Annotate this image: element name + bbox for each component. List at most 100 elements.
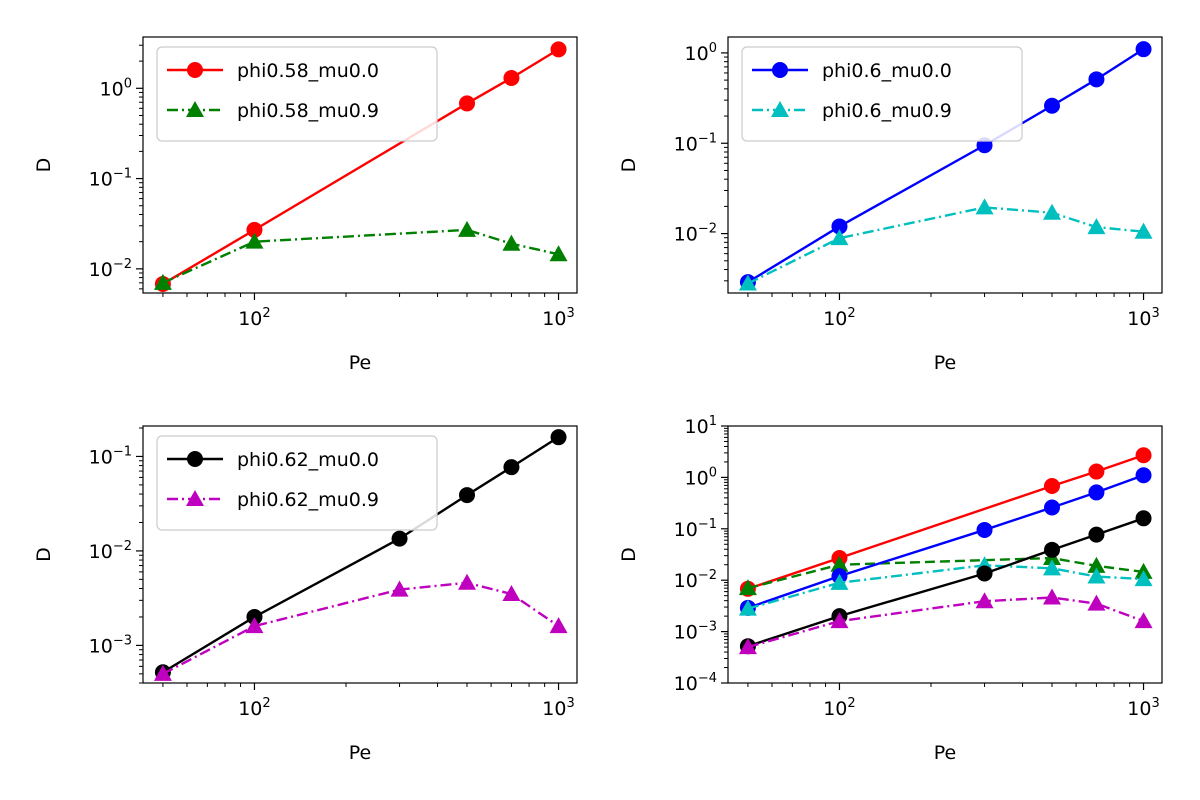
y-tick-label: 10−3 — [674, 620, 717, 644]
data-point — [1044, 499, 1061, 516]
y-tick-label: 10−3 — [89, 633, 132, 657]
legend: phi0.62_mu0.0 phi0.62_mu0.9 — [156, 435, 438, 531]
data-point — [1088, 484, 1105, 501]
data-point — [1044, 97, 1061, 114]
series-2 — [738, 198, 1153, 291]
series-4 — [738, 556, 1153, 616]
data-point — [390, 580, 409, 597]
legend-box — [741, 46, 1023, 142]
x-tick-label: 102 — [823, 306, 855, 330]
data-point — [975, 592, 994, 609]
x-minor-ticks — [139, 427, 546, 687]
legend: phi0.58_mu0.0 phi0.58_mu0.9 — [156, 46, 438, 142]
data-point — [550, 429, 567, 446]
legend-label: phi0.62_mu0.9 — [237, 489, 379, 511]
data-point — [830, 612, 849, 629]
series-6 — [738, 588, 1153, 655]
x-minor-ticks — [724, 56, 1131, 297]
data-point — [1087, 594, 1106, 611]
legend-entry: phi0.6_mu0.9 — [752, 100, 952, 122]
y-tick-label: 10−4 — [674, 671, 717, 695]
data-point — [153, 273, 172, 290]
y-axis-label: D — [618, 158, 640, 173]
data-point — [153, 664, 172, 681]
data-point — [391, 530, 408, 547]
x-axis-label: Pe — [934, 352, 956, 374]
data-point — [738, 638, 757, 655]
axes-frame — [727, 425, 1163, 684]
legend-marker — [771, 101, 789, 118]
data-point — [1043, 203, 1062, 220]
data-point — [830, 573, 849, 590]
y-tick-label: 10−2 — [89, 539, 132, 563]
series-3 — [739, 467, 1152, 616]
legend-entry: phi0.58_mu0.9 — [167, 100, 379, 122]
data-point — [1135, 467, 1152, 484]
series-line — [747, 517, 1144, 648]
data-point — [1044, 478, 1061, 495]
axes-frame — [142, 425, 578, 684]
data-point — [459, 487, 476, 504]
data-point — [1088, 71, 1105, 88]
data-point — [1088, 526, 1105, 543]
y-tick-label: 10−1 — [89, 444, 132, 468]
data-point — [1087, 218, 1106, 235]
data-point — [459, 95, 476, 112]
data-point — [1087, 567, 1106, 584]
y-axis-label: D — [618, 547, 640, 562]
series-line — [747, 564, 1144, 610]
data-point — [458, 573, 477, 590]
series-line — [747, 596, 1144, 649]
legend-marker — [187, 62, 203, 78]
data-point — [738, 274, 757, 291]
data-point — [830, 229, 849, 246]
data-point — [503, 459, 520, 476]
subplot-2: 102 10310−210−1100PeDphi0.6_mu0.0phi0.6_m… — [618, 36, 1163, 374]
y-axis-label: D — [33, 158, 55, 173]
subplot-1: 102 10310−210−1100PeDphi0.58_mu0.0phi0.58… — [33, 36, 578, 374]
data-point — [738, 579, 757, 596]
data-point — [1134, 612, 1153, 629]
y-tick-label: 10−2 — [674, 222, 717, 246]
data-point — [1087, 556, 1106, 573]
series-2 — [153, 220, 568, 290]
y-tick-label: 100 — [685, 465, 717, 489]
data-point — [458, 220, 477, 237]
axes-frame — [727, 36, 1163, 294]
data-point — [246, 221, 263, 238]
y-axis-label: D — [33, 547, 55, 562]
axes-frame — [142, 36, 578, 294]
y-tick-label: 10−1 — [674, 131, 717, 155]
legend-box — [156, 435, 438, 531]
data-point — [1134, 222, 1153, 239]
x-tick-label: 103 — [1127, 696, 1159, 720]
series-line — [162, 228, 559, 284]
legend-label: phi0.6_mu0.9 — [822, 100, 952, 122]
data-point — [503, 70, 520, 87]
legend-label: phi0.58_mu0.0 — [237, 60, 379, 82]
data-point — [1135, 510, 1152, 527]
x-minor-ticks — [139, 44, 546, 297]
data-point — [976, 565, 993, 582]
x-tick-label: 103 — [542, 306, 574, 330]
x-axis-label: Pe — [349, 352, 371, 374]
data-point — [245, 617, 264, 634]
data-point — [245, 232, 264, 249]
data-point — [830, 555, 849, 572]
y-tick-label: 10−1 — [89, 167, 132, 191]
data-point — [976, 521, 993, 538]
series-line — [747, 474, 1144, 609]
legend-marker — [186, 490, 204, 507]
data-point — [550, 41, 567, 58]
y-tick-label: 10−2 — [89, 257, 132, 281]
x-axis-label: Pe — [349, 742, 371, 764]
x-tick-label: 102 — [238, 306, 270, 330]
series-line — [162, 581, 560, 675]
legend-entry: phi0.62_mu0.0 — [167, 449, 379, 471]
series-2 — [153, 573, 568, 681]
x-tick-label: 103 — [542, 696, 574, 720]
legend-entry: phi0.58_mu0.0 — [167, 60, 379, 82]
data-point — [1044, 541, 1061, 558]
data-point — [1135, 41, 1152, 58]
data-point — [831, 218, 848, 235]
